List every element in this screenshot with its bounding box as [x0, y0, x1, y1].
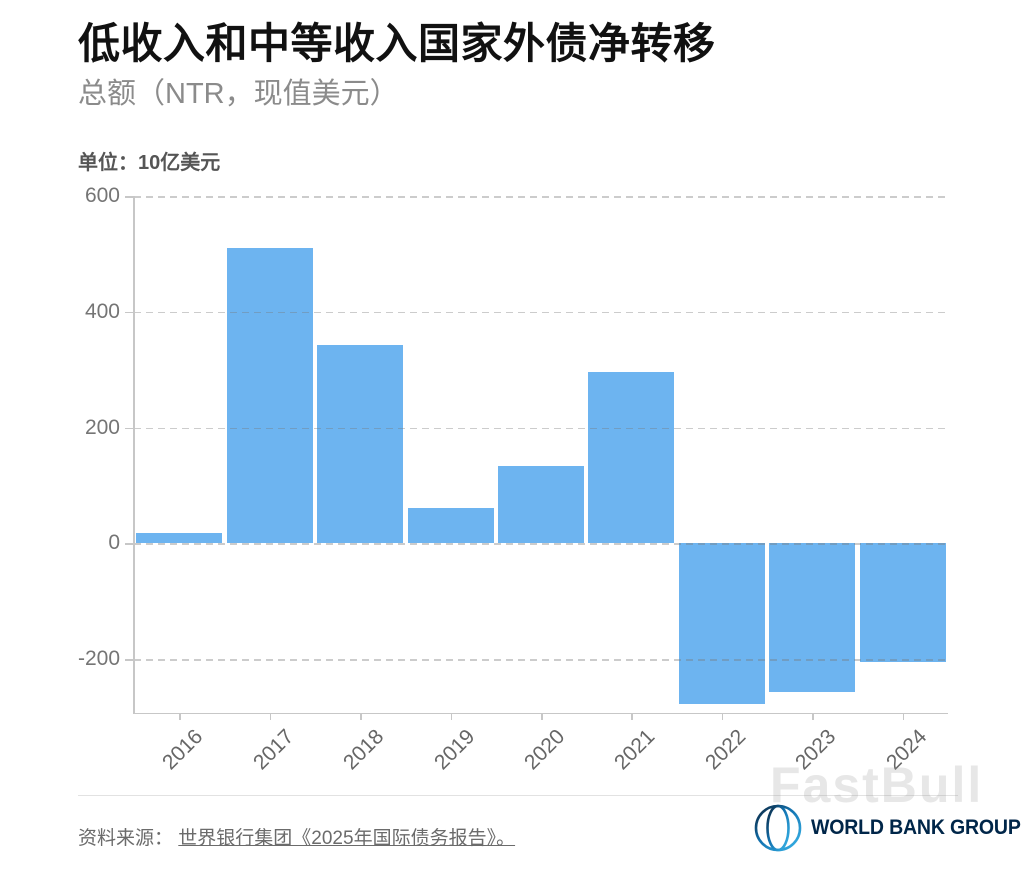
- x-tick-label: 2016: [158, 725, 208, 775]
- chart-title: 低收入和中等收入国家外债净转移: [78, 20, 716, 67]
- bar-2023: [769, 543, 856, 692]
- bar-2019: [407, 508, 494, 544]
- y-tick-label: 0: [108, 531, 120, 555]
- x-tick-label: 2022: [700, 725, 751, 775]
- source-line: 资料来源： 世界银行集团《2025年国际债务报告》。: [78, 823, 525, 850]
- x-tick-mark: [179, 713, 181, 720]
- source-prefix: 资料来源：: [78, 828, 174, 849]
- y-tick-mark: [125, 196, 134, 198]
- y-tick-label: -200: [77, 647, 120, 671]
- bar-2021: [588, 372, 675, 544]
- world-bank-globe-icon: [754, 804, 802, 852]
- gridline-400: [134, 311, 948, 314]
- bar-2024: [859, 543, 946, 663]
- x-tick-mark: [541, 713, 543, 720]
- x-tick-mark: [812, 713, 814, 720]
- y-tick-mark: [125, 311, 134, 314]
- x-tick-label: 2018: [339, 725, 389, 775]
- x-tick-label: 2019: [429, 725, 479, 775]
- y-tick-mark: [125, 427, 134, 430]
- gridline-0: [134, 543, 948, 545]
- world-bank-logo-text: WORLD BANK GROUP: [811, 816, 1021, 839]
- bar-2018: [317, 344, 404, 544]
- y-tick-label: 600: [84, 184, 120, 207]
- bar-2020: [498, 466, 584, 544]
- x-tick-mark: [721, 713, 724, 720]
- bar-2016: [136, 532, 223, 544]
- chart-subtitle: 总额（NTR，现值美元）: [78, 78, 399, 110]
- x-tick-mark: [902, 713, 905, 720]
- y-tick-mark: [125, 543, 134, 545]
- x-tick-mark: [269, 713, 272, 720]
- bar-2022: [678, 543, 765, 704]
- x-tick-mark: [360, 713, 362, 720]
- x-tick-label: 2021: [610, 725, 660, 775]
- source-link[interactable]: 世界银行集团《2025年国际债务报告》。: [178, 828, 516, 849]
- y-tick-label: 200: [84, 415, 120, 439]
- gridline--200: [134, 659, 948, 661]
- bar-chart: 600 400 200 0 -200 2016 2017 2018 2019 2020 2021 20…: [78, 185, 948, 774]
- y-tick-label: 400: [84, 299, 120, 323]
- x-axis-line: [133, 712, 948, 714]
- bar-2017: [226, 248, 313, 544]
- x-tick-mark: [450, 713, 453, 720]
- y-axis-line: [133, 196, 135, 713]
- x-tick-label: 2017: [248, 725, 298, 775]
- world-bank-logo: WORLD BANK GROUP: [752, 802, 1036, 854]
- fastbull-watermark: FastBull: [770, 757, 984, 813]
- gridline-200: [134, 427, 948, 430]
- footer-divider: [78, 795, 958, 796]
- x-tick-label: 2020: [519, 725, 570, 775]
- x-tick-mark: [631, 713, 633, 720]
- y-tick-mark: [125, 659, 134, 661]
- unit-label: 单位：10亿美元: [78, 152, 221, 174]
- gridline-600: [134, 196, 948, 198]
